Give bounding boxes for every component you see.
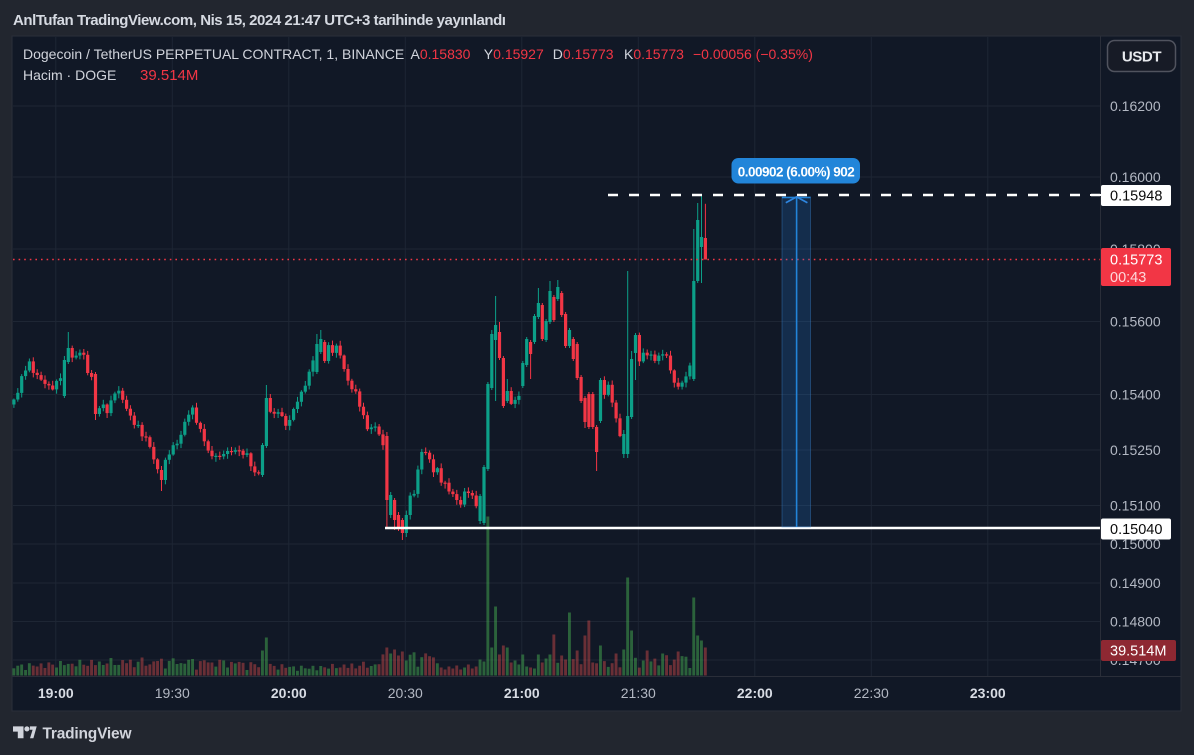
svg-text:0.15600: 0.15600: [1110, 314, 1161, 330]
svg-text:0.14800: 0.14800: [1110, 614, 1161, 630]
svg-text:Y0.15927: Y0.15927: [484, 46, 544, 62]
svg-text:0.16200: 0.16200: [1110, 98, 1161, 114]
svg-text:00:43: 00:43: [1110, 270, 1146, 286]
svg-text:Hacim · DOGE: Hacim · DOGE: [23, 67, 116, 83]
svg-text:0.00902 (6.00%) 902: 0.00902 (6.00%) 902: [738, 165, 855, 180]
svg-text:39.514M: 39.514M: [140, 67, 198, 84]
svg-text:AnlTufan TradingView.com, Nis: AnlTufan TradingView.com, Nis 15, 2024 2…: [13, 12, 506, 29]
svg-text:20:00: 20:00: [271, 685, 307, 701]
svg-text:23:00: 23:00: [970, 685, 1006, 701]
svg-text:0.15773: 0.15773: [1110, 253, 1162, 269]
svg-text:0.15250: 0.15250: [1110, 442, 1161, 458]
svg-text:0.15100: 0.15100: [1110, 498, 1161, 514]
svg-text:19:30: 19:30: [155, 685, 190, 701]
svg-text:0.15948: 0.15948: [1110, 189, 1162, 205]
svg-text:0.15040: 0.15040: [1110, 522, 1162, 538]
svg-text:K0.15773: K0.15773: [624, 46, 684, 62]
svg-text:20:30: 20:30: [388, 685, 423, 701]
svg-text:19:00: 19:00: [38, 685, 74, 701]
svg-text:0.15400: 0.15400: [1110, 387, 1161, 403]
svg-text:Dogecoin / TetherUS PERPETUAL: Dogecoin / TetherUS PERPETUAL CONTRACT, …: [23, 46, 404, 62]
svg-text:21:00: 21:00: [504, 685, 540, 701]
svg-text:22:30: 22:30: [854, 685, 889, 701]
svg-text:D0.15773: D0.15773: [553, 46, 614, 62]
svg-text:A0.15830: A0.15830: [411, 46, 471, 62]
svg-text:USDT: USDT: [1122, 49, 1161, 66]
svg-text:21:30: 21:30: [621, 685, 656, 701]
svg-text:−0.00056 (−0.35%): −0.00056 (−0.35%): [693, 46, 813, 62]
svg-text:TradingView: TradingView: [43, 726, 133, 743]
svg-text:0.16000: 0.16000: [1110, 169, 1161, 185]
svg-text:0.14900: 0.14900: [1110, 575, 1161, 591]
svg-text:39.514M: 39.514M: [1110, 644, 1166, 660]
svg-text:0.15000: 0.15000: [1110, 536, 1161, 552]
svg-text:22:00: 22:00: [737, 685, 773, 701]
